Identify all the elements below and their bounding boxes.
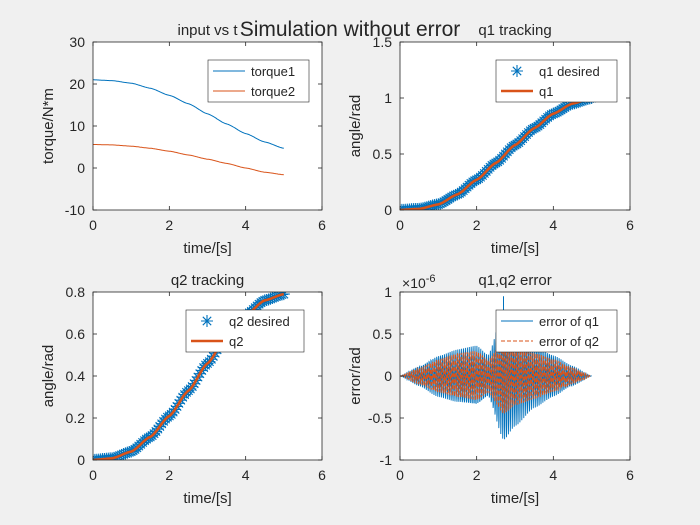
x-tick-label: 2 — [165, 467, 173, 483]
series-line-2 — [400, 96, 592, 210]
y-tick-label: 20 — [69, 76, 85, 92]
y-axis-label: error/rad — [347, 347, 364, 405]
x-tick-label: 0 — [89, 217, 97, 233]
y-tick-label: 10 — [69, 118, 85, 134]
plot-area — [93, 79, 284, 176]
series-line-2 — [93, 144, 284, 176]
y-tick-label: 0.8 — [66, 284, 86, 300]
x-tick-label: 0 — [396, 217, 404, 233]
y-tick-label: 0 — [77, 452, 85, 468]
y-tick-label: -10 — [65, 202, 85, 218]
subplot-title: q2 tracking — [171, 272, 244, 289]
legend-label: torque1 — [251, 64, 295, 79]
exponent-power: -6 — [426, 273, 436, 285]
series-line-1 — [93, 79, 284, 149]
subplot-title: q1,q2 error — [478, 272, 551, 289]
subplot-title: q1 tracking — [478, 22, 551, 39]
legend-label: q1 desired — [539, 64, 600, 79]
y-tick-label: 0.5 — [373, 146, 393, 162]
y-tick-label: -1 — [380, 452, 393, 468]
y-tick-label: 0 — [77, 160, 85, 176]
y-exponent-label: ×10-6 — [402, 273, 436, 291]
legend-label: q2 — [229, 334, 243, 349]
exponent-times: × — [402, 275, 410, 291]
x-tick-label: 4 — [242, 217, 250, 233]
y-tick-label: 0.2 — [66, 410, 86, 426]
y-axis-label: torque/N*m — [40, 88, 57, 164]
y-tick-label: -0.5 — [368, 410, 392, 426]
legend: torque1 torque2 — [207, 59, 310, 103]
y-axis-label: angle/rad — [40, 345, 57, 408]
x-tick-label: 6 — [318, 217, 326, 233]
figure-suptitle: Simulation without error — [240, 18, 461, 41]
y-tick-label: 1 — [384, 90, 392, 106]
y-tick-label: 1 — [384, 284, 392, 300]
x-axis-label: time/[s] — [183, 240, 231, 257]
x-tick-label: 2 — [165, 217, 173, 233]
x-tick-label: 6 — [318, 467, 326, 483]
legend-marker — [201, 315, 213, 327]
legend: q2 desired q2 — [185, 309, 305, 353]
legend-box — [495, 59, 618, 103]
legend-marker — [511, 65, 523, 77]
legend: error of q1 error of q2 — [495, 309, 618, 353]
x-tick-label: 0 — [396, 467, 404, 483]
x-tick-label: 0 — [89, 467, 97, 483]
x-axis-label: time/[s] — [491, 490, 539, 507]
x-tick-label: 4 — [242, 467, 250, 483]
legend-box — [185, 309, 305, 353]
data-point-marker — [277, 292, 290, 301]
x-tick-label: 2 — [473, 467, 481, 483]
legend-label: q1 — [539, 84, 553, 99]
x-tick-label: 4 — [549, 217, 557, 233]
legend-label: q2 desired — [229, 314, 290, 329]
y-tick-label: 30 — [69, 34, 85, 50]
y-tick-label: 0.6 — [66, 326, 86, 342]
plot-area — [400, 92, 598, 210]
y-tick-label: 1.5 — [373, 34, 393, 50]
legend-box — [207, 59, 310, 103]
legend: q1 desired q1 — [495, 59, 618, 103]
x-tick-label: 6 — [626, 467, 634, 483]
x-tick-label: 4 — [549, 467, 557, 483]
axes-frame — [399, 41, 631, 211]
subplot-3: 0 2 4 6 0 0.2 0.4 0.6 0.8 time/[s] angle/rad q2 tra… — [40, 272, 326, 507]
subplot-4: 0 2 4 6 -1 -0.5 0 0.5 1 time/[s] error/rad q1,q2 er… — [347, 272, 634, 507]
subplot-2: 0 2 4 6 0 0.5 1 1.5 time/[s] angle/rad q1 tracking… — [347, 22, 634, 257]
y-axis-label: angle/rad — [347, 95, 364, 158]
y-tick-label: 0.4 — [66, 368, 86, 384]
legend-box — [495, 309, 618, 353]
y-tick-label: 0.5 — [373, 326, 393, 342]
x-tick-label: 6 — [626, 217, 634, 233]
x-axis-label: time/[s] — [183, 490, 231, 507]
legend-label: error of q2 — [539, 334, 599, 349]
legend-label: torque2 — [251, 84, 295, 99]
y-tick-label: 0 — [384, 368, 392, 384]
x-axis-label: time/[s] — [491, 240, 539, 257]
exponent-base: 10 — [410, 275, 426, 291]
legend-label: error of q1 — [539, 314, 599, 329]
subplot-title: input vs t — [177, 22, 238, 39]
x-tick-label: 2 — [473, 217, 481, 233]
y-tick-label: 0 — [384, 202, 392, 218]
